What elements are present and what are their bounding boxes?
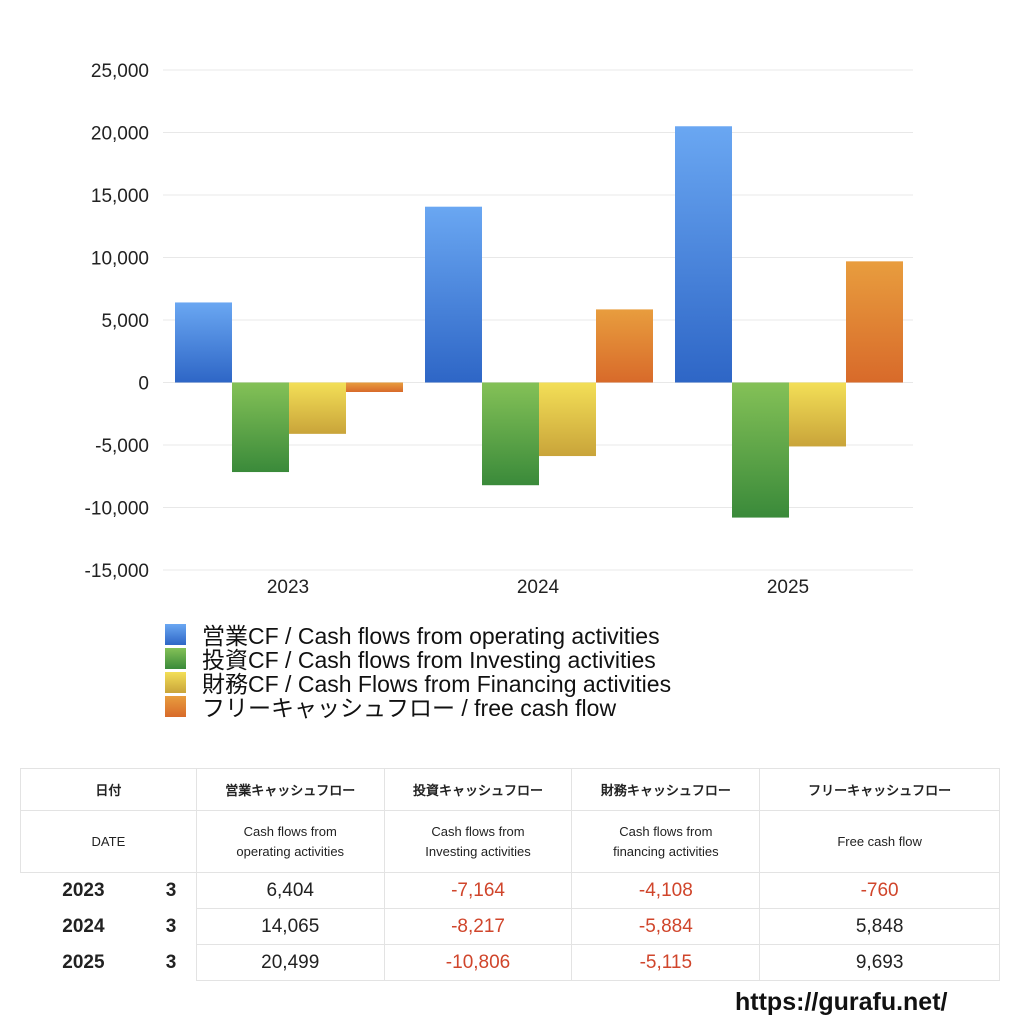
header-financing-en: Cash flows from financing activities [571, 810, 761, 873]
y-tick-label: 25,000 [91, 61, 149, 82]
x-tick-label: 2025 [767, 577, 809, 598]
cash-flow-table: 日付 営業キャッシュフロー 投資キャッシュフロー 財務キャッシュフロー フリーキ… [20, 768, 1000, 981]
year-cell: 2023 [62, 879, 105, 901]
y-tick-label: 20,000 [91, 124, 149, 145]
legend-swatch-financing [165, 671, 186, 693]
year-cell: 2024 [62, 915, 105, 937]
chart-legend: 営業CF / Cash flows from operating activit… [165, 622, 671, 721]
free-cell: 5,848 [759, 908, 1000, 945]
month-cell: 3 [165, 915, 177, 937]
y-tick-label: 10,000 [91, 249, 149, 270]
header-operating-en: Cash flows from operating activities [195, 810, 385, 873]
table-row: 2023 3 6,404 -7,164 -4,108 -760 [21, 872, 1000, 909]
investing-cell: -10,806 [383, 944, 573, 981]
bar-2025-series-3 [846, 261, 903, 383]
bar-2023-series-1 [232, 382, 289, 473]
header-operating-jp: 営業キャッシュフロー [195, 768, 385, 811]
table-header-jp: 日付 営業キャッシュフロー 投資キャッシュフロー 財務キャッシュフロー フリーキ… [20, 768, 1000, 811]
site-url: https://gurafu.net/ [735, 988, 948, 1016]
operating-cell: 20,499 [195, 944, 385, 981]
bar-2025-series-0 [675, 126, 732, 383]
legend-item-operating: 営業CF / Cash flows from operating activit… [165, 622, 671, 649]
header-investing-en: Cash flows from Investing activities [383, 810, 573, 873]
header-investing-jp: 投資キャッシュフロー [383, 768, 573, 811]
y-tick-label: -10,000 [85, 499, 149, 520]
y-tick-label: 5,000 [101, 311, 149, 332]
legend-label: 営業CF / Cash flows from operating activit… [202, 623, 660, 649]
legend-label: フリーキャッシュフロー / free cash flow [202, 695, 617, 721]
bar-2024-series-3 [596, 309, 653, 383]
bar-2023-series-3 [346, 382, 403, 392]
bar-2024-series-0 [425, 206, 482, 383]
header-free-jp: フリーキャッシュフロー [759, 768, 1000, 811]
bar-2024-series-2 [539, 382, 596, 457]
table-row: 2024 3 14,065 -8,217 -5,884 5,848 [21, 908, 1000, 945]
bar-2025-series-2 [789, 382, 846, 447]
legend-item-free: フリーキャッシュフロー / free cash flow [165, 694, 671, 721]
investing-cell: -7,164 [383, 872, 573, 909]
bar-2023-series-2 [289, 382, 346, 434]
financing-cell: -5,115 [571, 944, 761, 981]
y-tick-label: 0 [138, 374, 149, 395]
free-cell: -760 [759, 872, 1000, 909]
bar-2025-series-1 [732, 382, 789, 518]
header-free-en: Free cash flow [759, 810, 1000, 873]
bar-2024-series-1 [482, 382, 539, 486]
table-header-en: DATE Cash flows from operating activities… [20, 810, 1000, 873]
bar-2023-series-0 [175, 302, 232, 383]
financing-cell: -4,108 [571, 872, 761, 909]
x-tick-label: 2024 [517, 577, 560, 598]
operating-cell: 14,065 [195, 908, 385, 945]
y-tick-label: -15,000 [85, 561, 149, 582]
y-tick-label: -5,000 [95, 436, 149, 457]
legend-swatch-operating [165, 623, 186, 645]
investing-cell: -8,217 [383, 908, 573, 945]
y-tick-label: 15,000 [91, 186, 149, 207]
header-date-en: DATE [20, 810, 197, 873]
legend-swatch-free [165, 695, 186, 717]
table-row: 2025 3 20,499 -10,806 -5,115 9,693 [21, 944, 1000, 981]
year-cell: 2025 [62, 951, 105, 973]
legend-label: 投資CF / Cash flows from Investing activit… [202, 647, 656, 673]
free-cell: 9,693 [759, 944, 1000, 981]
x-tick-label: 2023 [267, 577, 309, 598]
month-cell: 3 [165, 951, 177, 973]
month-cell: 3 [165, 879, 177, 901]
legend-swatch-investing [165, 647, 186, 669]
financing-cell: -5,884 [571, 908, 761, 945]
legend-label: 財務CF / Cash Flows from Financing activit… [202, 671, 672, 697]
operating-cell: 6,404 [195, 872, 385, 909]
legend-item-financing: 財務CF / Cash Flows from Financing activit… [165, 670, 671, 697]
header-date-jp: 日付 [20, 768, 197, 811]
header-financing-jp: 財務キャッシュフロー [571, 768, 761, 811]
legend-item-investing: 投資CF / Cash flows from Investing activit… [165, 646, 671, 673]
cash-flow-bar-chart: 25,000 20,000 15,000 10,000 5,000 0 -5,000 -10,… [85, 61, 913, 598]
